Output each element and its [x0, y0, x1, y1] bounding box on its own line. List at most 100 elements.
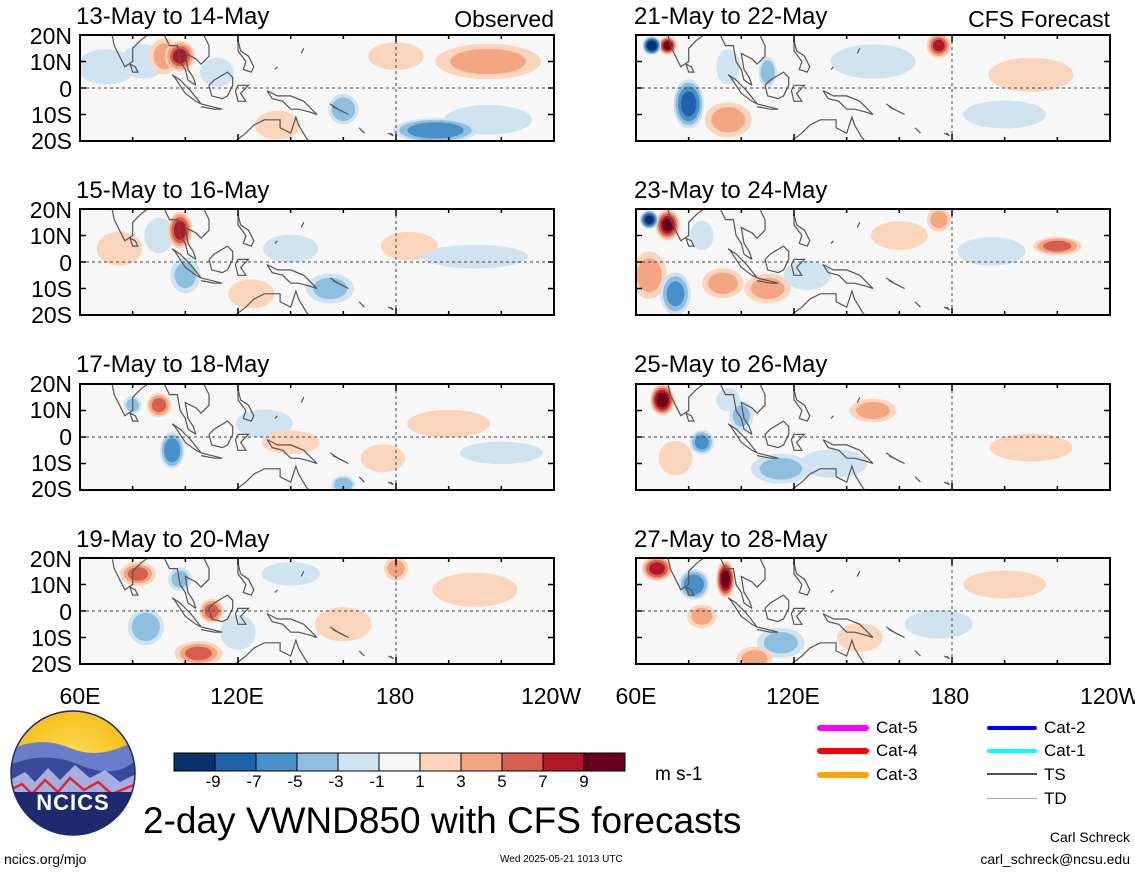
lon-label: 180: [930, 683, 970, 709]
wind-contour: [693, 224, 711, 247]
legend-swatch-cat5: [817, 725, 869, 731]
wind-contour: [657, 393, 668, 407]
wind-contour: [963, 100, 1047, 129]
lon-label: 120E: [210, 683, 264, 709]
coastline: [822, 613, 874, 639]
coastline: [727, 423, 758, 454]
lat-label: 10S: [31, 102, 72, 128]
wind-contour: [205, 604, 218, 618]
coastline: [885, 103, 905, 116]
coastline: [830, 415, 834, 419]
wind-contour: [239, 411, 290, 437]
coastline: [387, 655, 394, 660]
wind-contour: [719, 391, 737, 409]
observed-label: Observed: [454, 6, 554, 32]
coastline: [200, 626, 223, 633]
wind-contour: [765, 633, 796, 653]
coastline: [329, 103, 349, 116]
colorbar-segment: [501, 752, 544, 772]
map-panel: [635, 383, 1111, 491]
lat-label: 20S: [31, 302, 72, 328]
wind-contour: [933, 39, 945, 52]
coastline: [111, 35, 197, 86]
wind-contour: [1044, 241, 1070, 251]
coastline: [358, 127, 365, 134]
coastline: [667, 384, 753, 435]
lat-label: 20N: [29, 23, 72, 49]
forecast-label: CFS Forecast: [968, 6, 1110, 32]
wind-contour: [99, 233, 140, 264]
colorbar: [173, 752, 626, 772]
coastline: [790, 289, 866, 315]
coastline: [200, 452, 223, 459]
coastline: [129, 63, 139, 73]
coastline: [740, 558, 766, 609]
lat-label: 20N: [29, 197, 72, 223]
coastline: [171, 74, 202, 105]
lat-label: 20N: [29, 371, 72, 397]
colorbar-segment: [378, 752, 421, 772]
wind-contour: [176, 263, 195, 287]
coastline: [274, 415, 278, 419]
coastline: [764, 71, 790, 100]
map-panel: [79, 208, 555, 316]
wind-contour: [835, 46, 911, 77]
lat-label: 20N: [29, 546, 72, 572]
wind-contour: [135, 616, 156, 638]
coastline: [856, 571, 861, 577]
lon-label: 120W: [1080, 683, 1135, 709]
coastline: [237, 40, 255, 73]
lat-label: 10N: [29, 397, 72, 423]
wind-contour: [681, 92, 696, 115]
wind-contour: [85, 54, 128, 80]
colorbar-tick: -1: [369, 772, 385, 791]
lat-label: 20S: [31, 476, 72, 502]
panel-title: 13-May to 14-May: [76, 3, 270, 30]
wind-contour: [636, 258, 662, 293]
coastline: [685, 237, 695, 247]
lon-label: 120E: [766, 683, 820, 709]
coastline: [234, 607, 250, 625]
lat-label: 20S: [31, 651, 72, 677]
coastline: [943, 306, 950, 311]
coastline: [358, 301, 365, 308]
coastline: [790, 638, 866, 664]
coastline: [885, 452, 905, 465]
coastline: [764, 245, 790, 274]
coastline: [111, 384, 197, 435]
colorbar-unit: m s-1: [655, 764, 703, 785]
lon-label: 180: [375, 683, 415, 709]
colorbar-tick: -9: [205, 772, 221, 791]
coastline: [756, 103, 779, 110]
wind-field: [111, 384, 543, 490]
coastline: [764, 420, 790, 449]
coastline: [885, 626, 905, 639]
coastline: [856, 222, 861, 228]
wind-contour: [336, 479, 351, 490]
coastline: [111, 558, 197, 609]
map-panel: [79, 383, 555, 491]
colorbar-segment: [214, 752, 257, 772]
wind-contour: [711, 107, 746, 133]
coastline: [727, 74, 758, 105]
coastline: [129, 412, 139, 422]
main-title: 2-day VWND850 with CFS forecasts: [143, 800, 742, 841]
legend-label: TS: [1044, 765, 1066, 784]
coastline: [237, 389, 255, 422]
wind-contour: [437, 574, 513, 605]
coastline: [793, 563, 811, 596]
coastline: [300, 48, 305, 54]
wind-contour: [662, 218, 673, 232]
colorbar-tick: -5: [287, 772, 303, 791]
coastline: [790, 258, 806, 276]
coastline: [171, 423, 202, 454]
wind-contour: [856, 402, 890, 419]
coastline: [329, 626, 349, 639]
wind-field: [80, 35, 541, 141]
colorbar-tick: 7: [538, 772, 548, 791]
lat-label: 10S: [31, 276, 72, 302]
coastline: [274, 66, 278, 70]
coastline: [111, 209, 197, 260]
wind-field: [636, 209, 1082, 315]
